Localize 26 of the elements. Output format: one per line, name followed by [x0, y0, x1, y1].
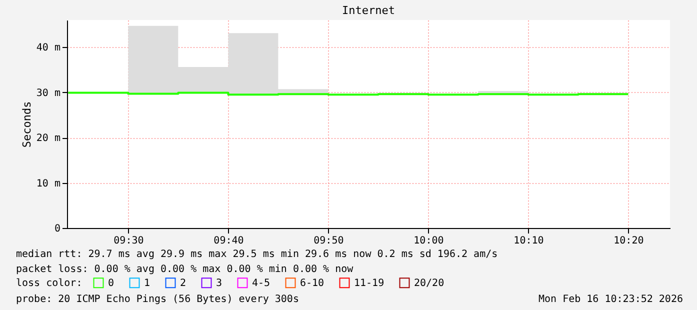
legend-label: 6-10	[300, 278, 324, 289]
text: median rtt: 29.7 ms avg 29.9 ms max 29.5 ms min 29.6 ms now 0.2 ms sd 196.2 am/s	[16, 249, 498, 260]
y-tick-label: 40 m	[36, 42, 60, 54]
legend-title: loss color:	[16, 278, 82, 289]
legend-label: 2	[180, 278, 186, 289]
legend-label: 11-19	[354, 278, 384, 289]
x-tick-label: 10:00	[414, 236, 444, 246]
y-tick-label: 30 m	[36, 88, 60, 99]
x-tick-label: 09:50	[314, 236, 344, 246]
x-tick-label: 09:30	[114, 236, 144, 246]
x-tick-label: 09:40	[214, 236, 244, 246]
legend-label: 1	[144, 278, 150, 289]
text: packet loss: 0.00 % avg 0.00 % max 0.00 % min 0.00 % now	[16, 264, 354, 275]
x-tick-label: 10:20	[614, 236, 644, 246]
text: Mon Feb 16 10:23:52 2026	[538, 294, 683, 305]
chart-title: Internet	[342, 4, 395, 17]
y-tick-label: 20 m	[36, 133, 60, 144]
legend-label: 4-5	[252, 278, 270, 289]
x-tick-label: 10:10	[514, 236, 544, 246]
y-tick-label: 0	[54, 224, 60, 234]
y-tick-label: 10 m	[36, 178, 60, 190]
text: probe: 20 ICMP Echo Pings (56 Bytes) every 300s	[16, 294, 299, 305]
legend-label: 3	[216, 278, 222, 289]
legend-label: 20/20	[414, 278, 444, 289]
legend-label: 0	[108, 278, 114, 289]
y-axis-title: Seconds	[20, 101, 34, 148]
